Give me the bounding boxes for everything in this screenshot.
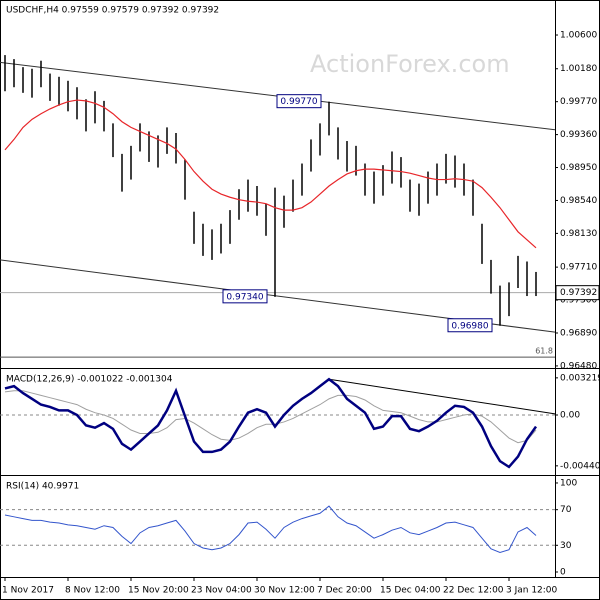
y-tick-label: -0.004406 xyxy=(560,461,600,471)
annotation-label: 0.99770 xyxy=(280,97,317,107)
x-tick-label: 15 Dec 04:00 xyxy=(380,586,441,596)
y-tick-label: 0.96480 xyxy=(560,361,597,371)
chart-title: USDCHF,H4 0.97559 0.97579 0.97392 0.9739… xyxy=(6,6,219,16)
x-tick-label: 23 Nov 04:00 xyxy=(191,586,252,596)
y-tick-label: 0.98130 xyxy=(560,229,597,239)
y-tick-label: 30 xyxy=(560,541,572,551)
x-tick-label: 7 Dec 20:00 xyxy=(317,586,372,596)
moving-average xyxy=(4,99,537,249)
x-tick-label: 30 Nov 12:00 xyxy=(254,586,315,596)
annotation-box xyxy=(222,289,268,304)
annotation-box xyxy=(447,318,493,333)
y-tick-label: 0.98540 xyxy=(560,196,597,206)
y-tick-label: 1.00600 xyxy=(560,31,597,41)
macd-line xyxy=(4,377,538,469)
last-price-label: 0.97392 xyxy=(560,288,597,298)
y-tick-label: 0.00 xyxy=(560,411,580,421)
last-price-box xyxy=(555,285,600,301)
y-tick-label: 1.00180 xyxy=(560,64,597,74)
trendline xyxy=(328,378,556,415)
y-tick-label: 0.97710 xyxy=(560,263,597,273)
annotation-box xyxy=(276,94,322,109)
y-tick-label: 0.99360 xyxy=(560,130,597,140)
rsi-title: RSI(14) 40.9971 xyxy=(6,482,79,492)
y-tick-label: 0.97300 xyxy=(560,296,597,306)
rsi-line xyxy=(4,505,537,553)
x-tick-label: 8 Nov 12:00 xyxy=(65,586,120,596)
watermark: ActionForex.com xyxy=(310,50,510,78)
y-tick-label: 0.98950 xyxy=(560,163,597,173)
y-tick-label: 0.96890 xyxy=(560,328,597,338)
y-tick-label: 70 xyxy=(560,505,572,515)
x-tick-label: 15 Nov 20:00 xyxy=(128,586,189,596)
y-tick-label: 100 xyxy=(560,478,577,488)
y-tick-label: 0.99770 xyxy=(560,97,597,107)
fib-label: 61.8 xyxy=(535,347,553,356)
x-tick-label: 22 Dec 12:00 xyxy=(443,586,504,596)
macd-title: MACD(12,26,9) -0.001022 -0.001304 xyxy=(6,375,173,385)
annotation-label: 0.96980 xyxy=(451,321,488,331)
y-tick-label: 0.003219 xyxy=(560,373,600,383)
x-tick-label: 1 Nov 2017 xyxy=(2,586,54,596)
signal-line xyxy=(4,390,537,444)
x-tick-label: 3 Jan 12:00 xyxy=(506,586,558,596)
y-tick-label: 0 xyxy=(560,568,566,578)
annotation-label: 0.97340 xyxy=(226,292,263,302)
